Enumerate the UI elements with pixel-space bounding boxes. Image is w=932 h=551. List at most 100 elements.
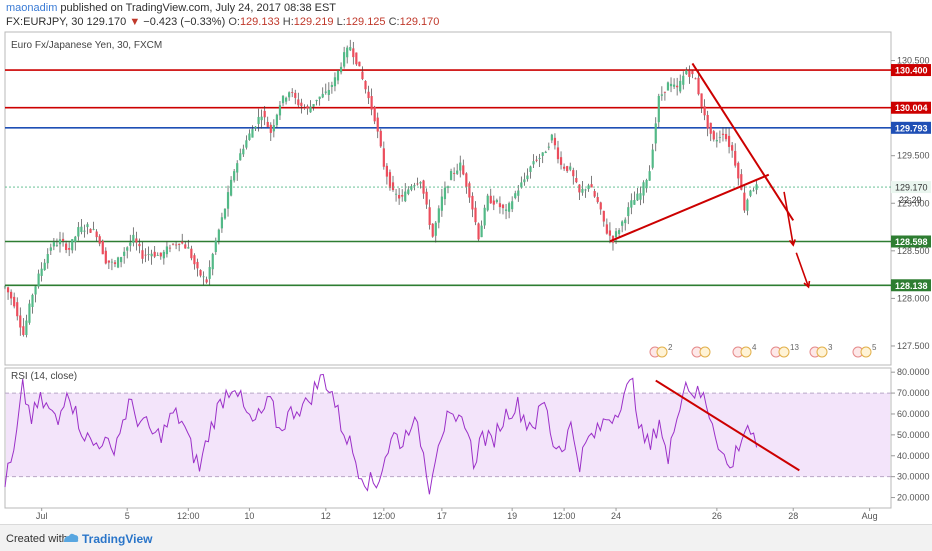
arrow-head-icon — [788, 239, 796, 247]
candle-body — [376, 117, 379, 132]
candle-body — [43, 262, 46, 271]
rsi-line — [4, 373, 758, 495]
candle-body — [700, 93, 703, 108]
candle-body — [101, 240, 104, 255]
candle-body — [92, 228, 95, 230]
candle-body — [651, 149, 654, 168]
candle-body — [541, 152, 544, 156]
quote-line: FX:EURJPY, 30 129.170 ▼ −0.423 (−0.33%) … — [6, 16, 439, 28]
candle-body — [74, 236, 77, 243]
candle-body — [147, 254, 150, 255]
candle-body — [153, 251, 156, 257]
bar-countdown: 22:29 — [899, 195, 922, 205]
candle-body — [217, 229, 220, 241]
candle-body — [578, 184, 581, 193]
rsi-title: RSI (14, close) — [11, 371, 77, 382]
rsi-tick-label: 30.0000 — [897, 472, 930, 482]
candle-body — [465, 173, 468, 187]
candle-body — [587, 185, 590, 189]
candle-body — [242, 148, 245, 155]
candle-body — [679, 80, 682, 92]
candle-body — [68, 248, 71, 250]
candle-body — [520, 182, 523, 188]
candle-body — [556, 147, 560, 160]
change-value: −0.423 (−0.33%) — [143, 16, 226, 28]
price-tick-label: 129.500 — [897, 151, 930, 161]
candle-body — [404, 191, 407, 202]
candle-body — [581, 188, 584, 193]
close-value: 129.170 — [399, 16, 440, 28]
last-price-label: 129.170 — [895, 183, 928, 193]
candle-body — [336, 70, 340, 81]
rsi-tick-label: 70.0000 — [897, 388, 930, 398]
candle-body — [749, 190, 752, 196]
candle-body — [569, 166, 572, 170]
candle-body — [382, 148, 385, 167]
candle-body — [184, 244, 187, 249]
event-count: 3 — [828, 343, 833, 352]
candle-body — [291, 92, 294, 93]
candle-body — [538, 157, 541, 159]
rsi-tick-label: 60.0000 — [897, 409, 930, 419]
candle-body — [159, 252, 162, 257]
candle-body — [263, 110, 266, 118]
candle-body — [477, 223, 480, 240]
candle-body — [116, 257, 120, 268]
candle-body — [688, 70, 691, 77]
candle-body — [706, 114, 709, 129]
candle-body — [691, 70, 694, 75]
candle-body — [95, 231, 98, 238]
candle-body — [639, 193, 642, 200]
candle-body — [132, 234, 135, 243]
candle-body — [312, 104, 315, 107]
candle-body — [617, 230, 621, 234]
candle-body — [46, 254, 49, 264]
candle-body — [49, 247, 52, 251]
candle-body — [254, 126, 257, 129]
candle-body — [422, 180, 425, 194]
candle-body — [278, 105, 282, 116]
candle-body — [303, 107, 306, 109]
event-marker-icon — [699, 346, 711, 358]
candle-body — [504, 209, 508, 211]
candle-body — [743, 192, 746, 211]
candle-body — [248, 133, 251, 140]
candle-body — [480, 225, 483, 238]
candle-body — [394, 193, 398, 195]
candle-body — [233, 171, 236, 181]
candle-body — [599, 202, 602, 210]
chart-title: Euro Fx/Japanese Yen, 30, FXCM — [11, 40, 162, 51]
candle-body — [284, 97, 288, 102]
candle-body — [407, 189, 410, 194]
price-level-label: 128.138 — [895, 281, 928, 291]
candle-body — [34, 286, 37, 295]
tradingview-brand[interactable]: TradingView — [82, 532, 153, 546]
event-count: 13 — [790, 343, 799, 352]
time-tick-label: 24 — [611, 511, 621, 521]
author-link[interactable]: maonadim — [6, 2, 58, 14]
candle-body — [501, 204, 505, 209]
candle-body — [61, 238, 65, 242]
candle-body — [596, 197, 599, 203]
arrow-head-icon — [803, 280, 811, 289]
candle-body — [339, 66, 343, 73]
candle-body — [119, 257, 123, 263]
candle-body — [385, 165, 388, 177]
candle-body — [443, 187, 447, 200]
candle-body — [52, 241, 55, 247]
candle-body — [428, 207, 431, 225]
candle-body — [685, 70, 688, 75]
time-tick-label: 5 — [125, 511, 130, 521]
price-tick-label: 129.000 — [897, 198, 930, 208]
candle-body — [257, 116, 260, 125]
event-marker-icon — [656, 346, 668, 358]
candle-body — [413, 185, 416, 187]
chart-canvas[interactable]: Euro Fx/Japanese Yen, 30, FXCM130.500130… — [0, 0, 932, 524]
candle-body — [193, 255, 196, 265]
candle-body — [526, 175, 529, 180]
candle-body — [37, 273, 40, 287]
candle-body — [236, 163, 239, 173]
candle-body — [361, 71, 364, 80]
candle-body — [343, 52, 346, 67]
candle-body — [358, 61, 361, 67]
